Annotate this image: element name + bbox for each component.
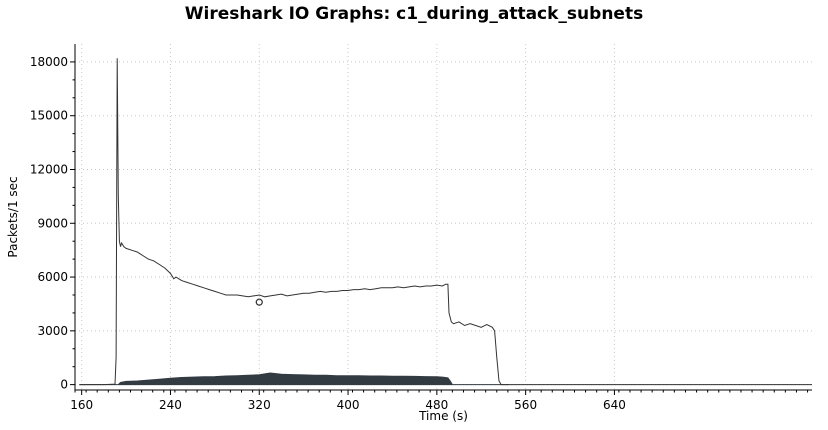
y-tick-label: 3000 (37, 324, 68, 338)
annotation-layer (255, 298, 263, 306)
packets-line-layer (79, 58, 812, 386)
chart-title: Wireshark IO Graphs: c1_during_attack_su… (184, 4, 644, 24)
y-tick-label: 15000 (30, 109, 68, 123)
grid (75, 44, 812, 390)
packets-fill-layer (79, 372, 509, 386)
y-axis-label: Packets/1 sec (6, 176, 20, 257)
series-1-area (79, 372, 509, 386)
y-ticks: 0 3000 6000 9000 12000 15000 18000 (30, 55, 75, 392)
x-axis-label: Time (s) (418, 409, 468, 423)
x-tick-label: 480 (425, 398, 448, 412)
y-tick-label: 9000 (37, 216, 68, 230)
y-tick-label: 0 (60, 378, 68, 392)
x-tick-label: 320 (248, 398, 271, 412)
x-tick-label: 160 (70, 398, 93, 412)
x-ticks: 160 240 320 400 480 560 640 (70, 390, 809, 412)
y-tick-label: 6000 (37, 270, 68, 284)
axes (74, 44, 812, 391)
annotation-marker (255, 298, 263, 306)
y-tick-label: 18000 (30, 55, 68, 69)
y-tick-label: 12000 (30, 162, 68, 176)
x-tick-label: 560 (514, 398, 537, 412)
x-tick-label: 640 (603, 398, 626, 412)
x-tick-label: 240 (159, 398, 182, 412)
x-tick-label: 400 (337, 398, 360, 412)
series-0-line (79, 58, 812, 386)
